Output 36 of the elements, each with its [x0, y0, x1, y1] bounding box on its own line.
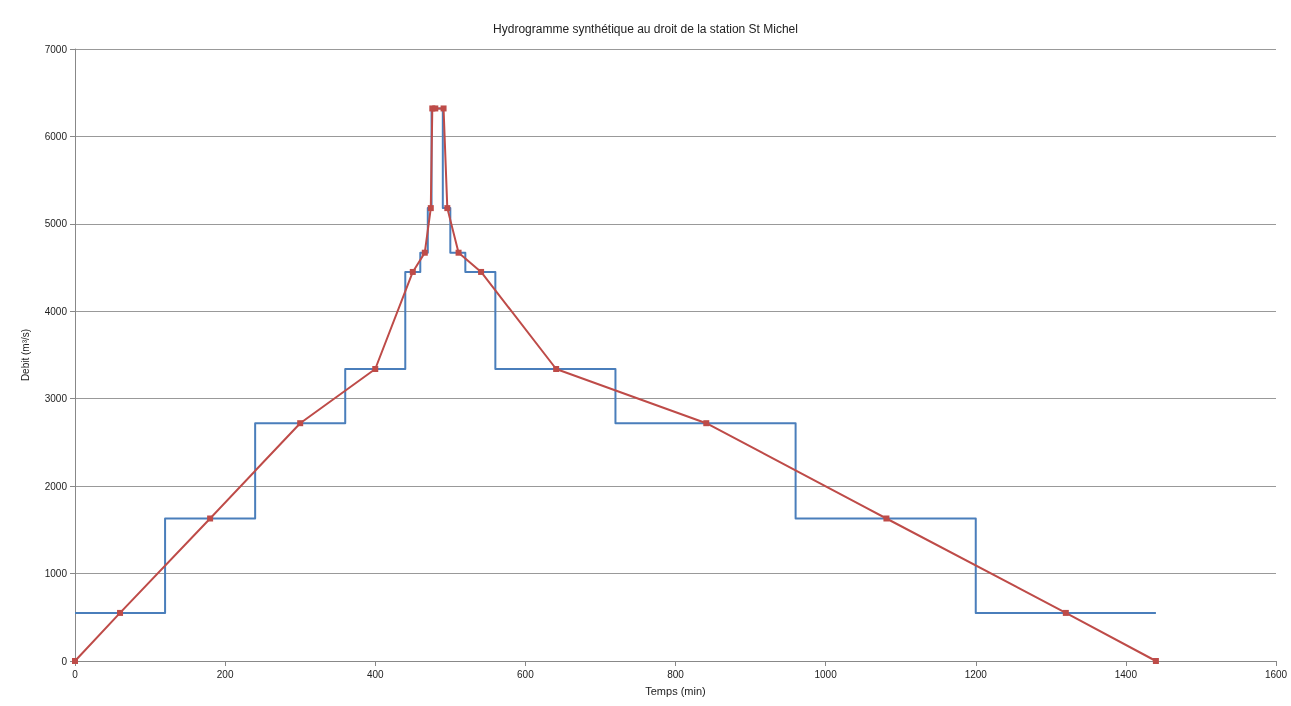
point — [297, 420, 304, 427]
x-tick-label: 0 — [72, 668, 79, 680]
x-tick-label: 1200 — [964, 668, 988, 680]
y-tick-label: 5000 — [44, 218, 68, 230]
y-tick-label: 3000 — [44, 393, 68, 405]
point — [444, 205, 451, 212]
point — [553, 365, 560, 372]
x-axis-title: Temps (min) — [645, 684, 706, 697]
y-tick-label: 0 — [61, 655, 68, 667]
x-tick-label: 800 — [667, 668, 685, 680]
chart-title: Hydrogramme synthétique au droit de la station St Michel — [493, 22, 798, 36]
y-tick-label: 6000 — [44, 130, 68, 142]
y-tick-label: 4000 — [44, 305, 68, 317]
point — [1062, 609, 1069, 616]
point — [440, 105, 447, 112]
point — [1152, 658, 1159, 664]
y-tick-label: 7000 — [44, 43, 68, 55]
y-axis-title: Debit (m³/s) — [19, 328, 31, 382]
point — [372, 365, 379, 372]
point — [883, 515, 890, 522]
x-tick-label: 1000 — [814, 668, 838, 680]
x-tick-label: 1600 — [1264, 668, 1288, 680]
point — [421, 249, 428, 256]
point — [478, 268, 485, 275]
x-tick-label: 200 — [216, 668, 234, 680]
point — [455, 249, 462, 256]
x-tick-label: 400 — [366, 668, 385, 680]
x-tick-label: 1400 — [1114, 668, 1138, 680]
point — [427, 205, 434, 212]
y-tick-label: 2000 — [44, 480, 68, 492]
point — [117, 609, 124, 616]
point — [409, 268, 416, 275]
y-tick-label: 1000 — [44, 568, 68, 580]
point — [207, 515, 214, 522]
x-tick-label: 600 — [517, 668, 535, 680]
point — [703, 420, 710, 427]
